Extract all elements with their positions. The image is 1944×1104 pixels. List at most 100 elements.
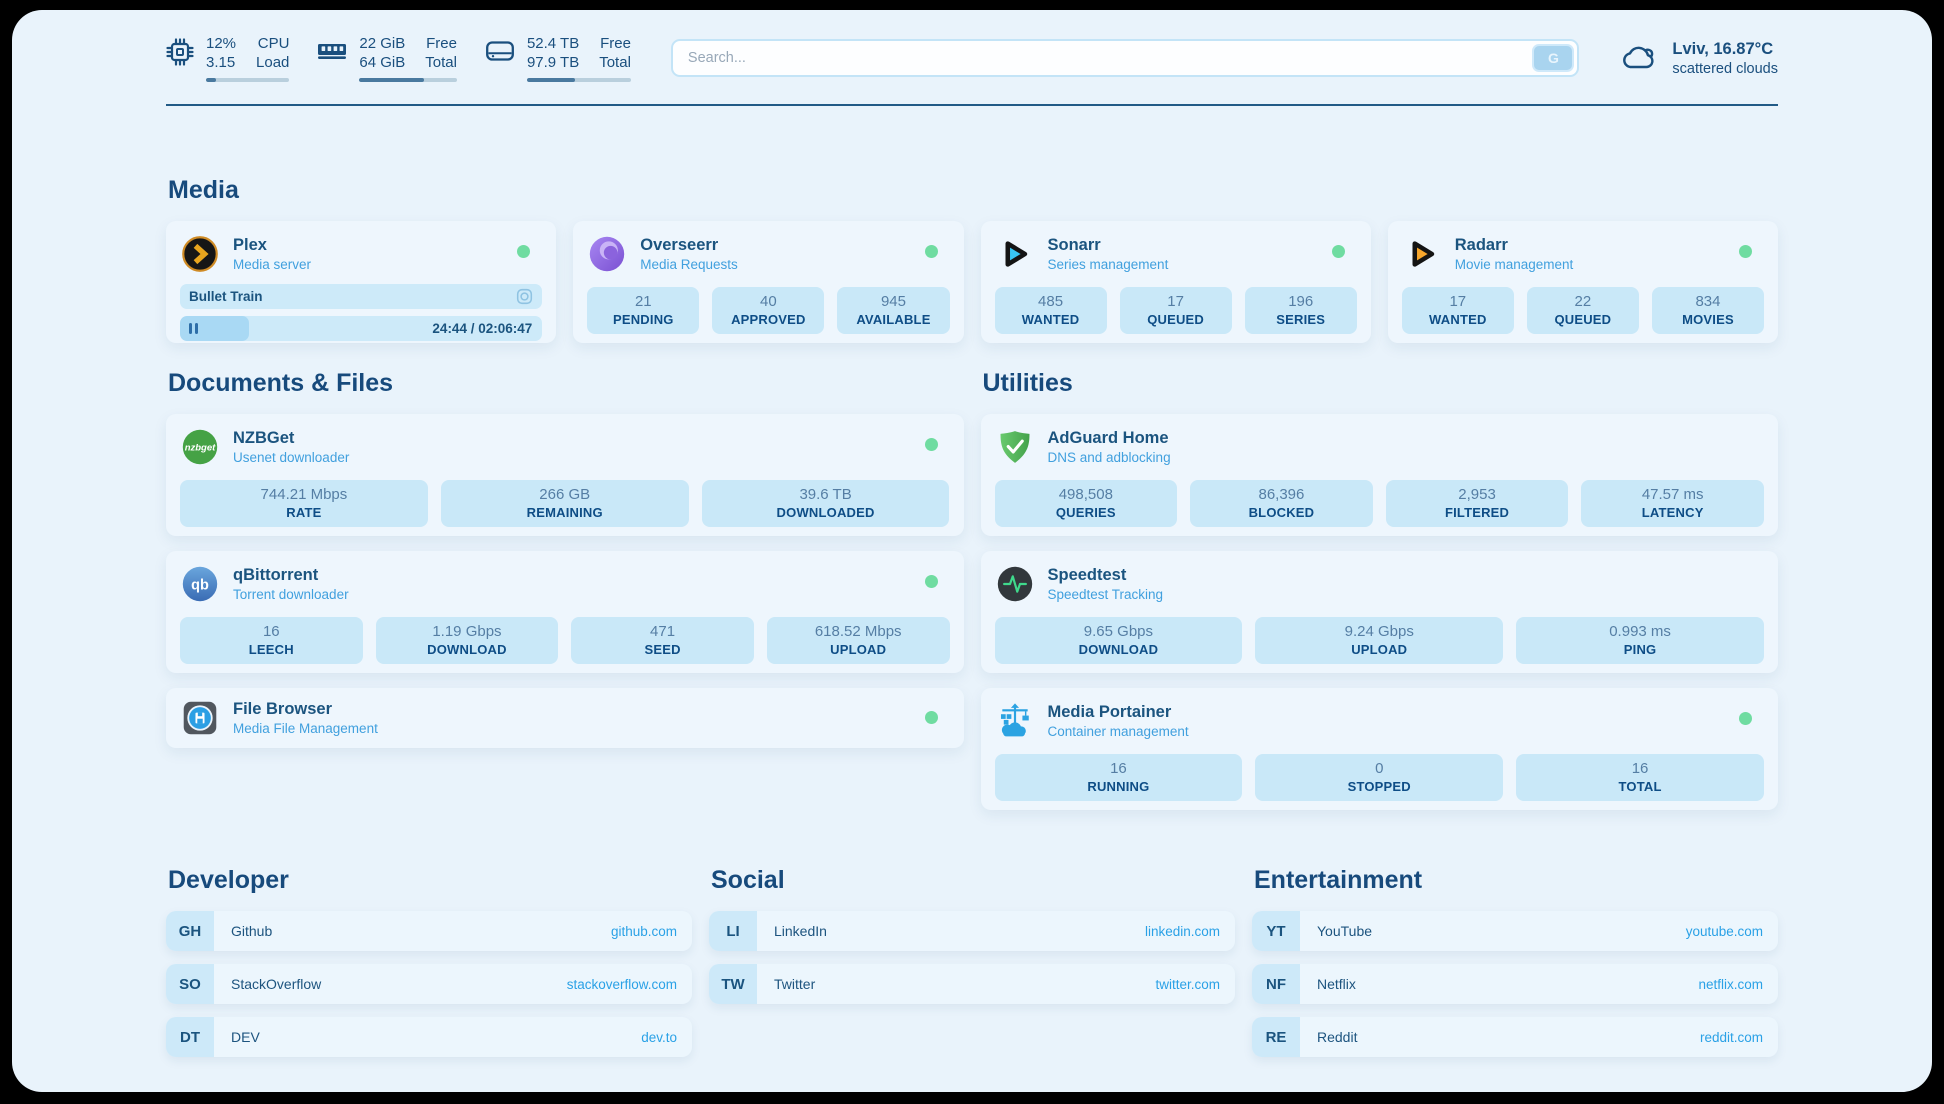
bookmark-url: dev.to <box>641 1029 677 1045</box>
service-name: Speedtest <box>1047 566 1127 584</box>
now-playing-title: Bullet Train <box>189 289 263 304</box>
stat-queued: 22 QUEUED <box>1526 287 1639 334</box>
bookmark-dev[interactable]: DT DEV dev.to <box>166 1017 692 1057</box>
service-card-plex[interactable]: Plex Media server Bullet Train <box>166 221 557 343</box>
bookmark-url: reddit.com <box>1699 1029 1763 1045</box>
bookmark-abbr: RE <box>1252 1017 1300 1057</box>
service-description: Torrent downloader <box>233 587 349 602</box>
status-online-dot <box>1739 712 1752 725</box>
memory-label-2: Total <box>425 54 457 71</box>
service-card-radarr[interactable]: Radarr Movie management 17 WANTED 22 QUE… <box>1387 221 1778 343</box>
ram-icon <box>317 38 347 64</box>
stat-upload: 9.24 Gbps UPLOAD <box>1255 617 1504 664</box>
service-name: File Browser <box>233 700 333 718</box>
overseerr-icon <box>587 234 627 274</box>
pause-icon <box>189 323 198 334</box>
section-title-social: Social <box>711 866 785 894</box>
stat-ping: 0.993 ms PING <box>1516 617 1764 664</box>
service-name: Media Portainer <box>1047 703 1172 721</box>
stat-remaining: 266 GB REMAINING <box>440 480 689 527</box>
portainer-icon <box>995 701 1035 741</box>
sonarr-icon <box>995 234 1035 274</box>
status-online-dot <box>1331 245 1345 258</box>
service-card-speedtest[interactable]: Speedtest Speedtest Tracking 9.65 Gbps D… <box>980 551 1778 673</box>
service-card-nzbget[interactable]: nzbget NZBGet Usenet downloader 744.21 M… <box>166 414 964 536</box>
service-card-portainer[interactable]: Media Portainer Container management 16 … <box>980 688 1778 810</box>
section-title-utilities: Utilities <box>982 369 1073 397</box>
dashboard-page: 12% 3.15 CPU Load <box>12 10 1932 1092</box>
bookmark-abbr: YT <box>1252 911 1300 951</box>
service-card-adguard[interactable]: AdGuard Home DNS and adblocking 498,508 … <box>980 414 1778 536</box>
svg-text:nzbget: nzbget <box>185 443 216 454</box>
playback-elapsed <box>180 316 249 341</box>
bookmark-netflix[interactable]: NF Netflix netflix.com <box>1252 964 1778 1004</box>
cpu-load-value: 3.15 <box>206 54 236 71</box>
search-input[interactable] <box>670 39 1580 77</box>
search-engine-button[interactable]: G <box>1532 44 1575 72</box>
bookmark-name: Github <box>231 923 273 939</box>
bookmark-abbr: LI <box>709 911 757 951</box>
service-card-qbittorrent[interactable]: qb qBittorrent Torrent downloader 16 LEE… <box>166 551 964 673</box>
disk-label-1: Free <box>600 35 631 52</box>
stat-available: 945 AVAILABLE <box>837 287 950 334</box>
stat-filtered: 2,953 FILTERED <box>1385 480 1569 527</box>
cpu-chip-icon <box>166 38 194 66</box>
bookmark-name: DEV <box>231 1029 260 1045</box>
stat-download: 9.65 Gbps DOWNLOAD <box>994 617 1243 664</box>
bookmark-name: Netflix <box>1317 976 1356 992</box>
top-bar: 12% 3.15 CPU Load <box>166 10 1778 82</box>
cpu-usage-bar <box>206 78 290 82</box>
service-name: Plex <box>233 236 267 254</box>
service-name: Overseerr <box>640 236 719 254</box>
memory-usage-bar-fill <box>359 78 424 82</box>
service-name: NZBGet <box>233 429 295 447</box>
stat-total: 16 TOTAL <box>1516 754 1764 801</box>
bookmark-abbr: DT <box>166 1017 214 1057</box>
cpu-usage-bar-fill <box>206 78 216 82</box>
playback-time: 24:44 / 02:06:47 <box>432 321 533 336</box>
service-card-filebrowser[interactable]: File Browser Media File Management <box>166 688 964 748</box>
stat-download: 1.19 Gbps DOWNLOAD <box>375 617 559 664</box>
stat-rate: 744.21 Mbps RATE <box>180 480 428 527</box>
stat-leech: 16 LEECH <box>180 617 363 664</box>
section-title-developer: Developer <box>168 866 289 894</box>
stat-series: 196 SERIES <box>1244 287 1357 334</box>
service-card-sonarr[interactable]: Sonarr Series management 485 WANTED 17 Q… <box>980 221 1371 343</box>
service-description: Media File Management <box>233 721 378 736</box>
service-card-overseerr[interactable]: Overseerr Media Requests 21 PENDING 40 A… <box>573 221 964 343</box>
section-title-media: Media <box>168 176 239 204</box>
bookmark-youtube[interactable]: YT YouTube youtube.com <box>1252 911 1778 951</box>
hard-drive-icon <box>485 38 515 64</box>
stat-wanted: 485 WANTED <box>994 287 1107 334</box>
status-online-dot <box>1739 245 1752 258</box>
memory-total-value: 64 GiB <box>359 54 406 71</box>
service-description: Media server <box>233 257 312 272</box>
memory-widget: 22 GiB 64 GiB Free Total <box>317 34 457 82</box>
disk-usage-bar-fill <box>526 78 575 82</box>
cpu-usage-value: 12% <box>206 35 237 52</box>
weather-condition: scattered clouds <box>1672 60 1778 77</box>
bookmark-linkedin[interactable]: LI LinkedIn linkedin.com <box>709 911 1235 951</box>
filebrowser-icon <box>180 698 220 738</box>
adguard-icon <box>995 427 1035 467</box>
bookmark-url: github.com <box>610 923 677 939</box>
disk-total-value: 97.9 TB <box>526 54 580 71</box>
stat-downloaded: 39.6 TB DOWNLOADED <box>701 480 950 527</box>
status-online-dot <box>924 575 938 588</box>
bookmark-abbr: GH <box>166 911 214 951</box>
status-online-dot <box>517 245 531 258</box>
bookmark-github[interactable]: GH Github github.com <box>166 911 692 951</box>
service-description: Speedtest Tracking <box>1047 587 1164 602</box>
nzbget-icon: nzbget <box>180 427 220 467</box>
bookmark-url: linkedin.com <box>1144 923 1220 939</box>
bookmark-reddit[interactable]: RE Reddit reddit.com <box>1252 1017 1778 1057</box>
stat-running: 16 RUNNING <box>994 754 1243 801</box>
cpu-label-2: Load <box>256 54 290 71</box>
status-online-dot <box>924 711 938 724</box>
bookmark-twitter[interactable]: TW Twitter twitter.com <box>709 964 1235 1004</box>
svg-text:qb: qb <box>191 577 209 593</box>
bookmark-stackoverflow[interactable]: SO StackOverflow stackoverflow.com <box>166 964 692 1004</box>
hardware-stats: 12% 3.15 CPU Load <box>166 34 631 82</box>
memory-free-value: 22 GiB <box>359 35 406 52</box>
